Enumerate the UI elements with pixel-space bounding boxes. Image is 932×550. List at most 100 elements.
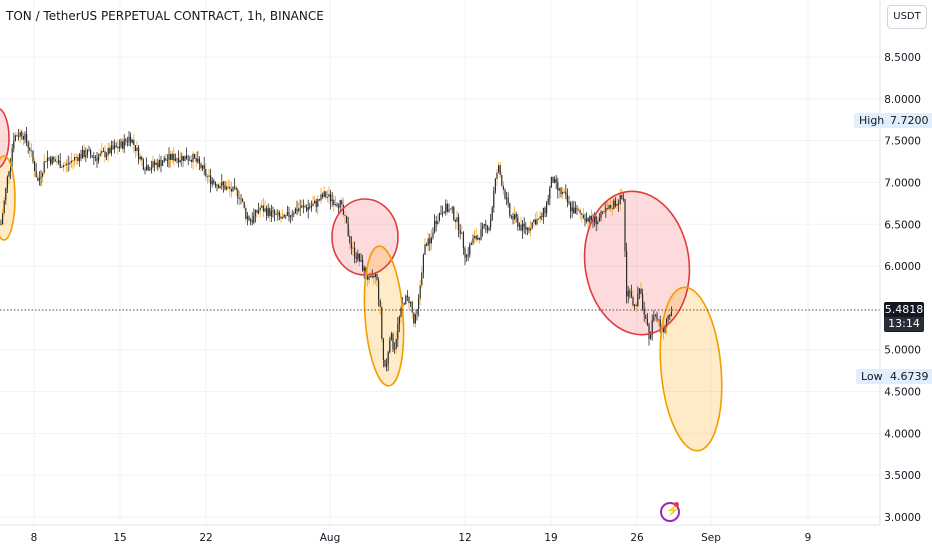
candle-body bbox=[5, 188, 7, 201]
candle-body bbox=[474, 235, 476, 239]
candle-body bbox=[48, 157, 50, 159]
orange-ellipse-annotation[interactable] bbox=[360, 245, 408, 387]
candle-body bbox=[440, 213, 442, 214]
candle-body bbox=[86, 150, 88, 156]
candle-body bbox=[349, 236, 351, 244]
candle-body bbox=[616, 203, 618, 206]
currency-button[interactable]: USDT bbox=[887, 5, 927, 29]
red-ellipse-outline bbox=[0, 108, 10, 168]
candle-body bbox=[576, 208, 578, 210]
candle-body bbox=[510, 215, 512, 217]
candle-body bbox=[131, 139, 133, 143]
candle-body bbox=[35, 171, 37, 178]
candle-body bbox=[342, 204, 344, 215]
candle-body bbox=[406, 295, 408, 297]
candle-body bbox=[186, 155, 188, 160]
candle-body bbox=[654, 314, 656, 317]
candle-body bbox=[67, 163, 69, 165]
candle-body bbox=[498, 165, 500, 173]
candle-body bbox=[646, 319, 648, 325]
candle-body bbox=[318, 199, 320, 201]
candle-body bbox=[656, 314, 658, 320]
candle-body bbox=[533, 219, 535, 223]
candle-body bbox=[195, 158, 197, 162]
price-tick-label: 5.0000 bbox=[884, 345, 921, 357]
candle-body bbox=[384, 359, 386, 367]
candle-body bbox=[509, 203, 511, 216]
candle-body bbox=[94, 156, 96, 159]
red-ellipse-annotation[interactable] bbox=[575, 184, 698, 341]
candle-body bbox=[136, 147, 138, 152]
candle-body bbox=[224, 184, 226, 190]
candle-body bbox=[475, 235, 477, 240]
candle-body bbox=[306, 207, 308, 211]
candle-series bbox=[0, 126, 672, 372]
candle-body bbox=[182, 156, 184, 162]
candle-body bbox=[30, 150, 32, 152]
candle-body bbox=[213, 180, 215, 183]
candle-body bbox=[448, 209, 450, 212]
price-tick-label: 3.5000 bbox=[884, 470, 921, 482]
candle-body bbox=[462, 232, 464, 249]
candle-body bbox=[216, 184, 218, 186]
candle-body bbox=[152, 161, 154, 168]
candle-body bbox=[526, 227, 528, 230]
candle-body bbox=[622, 199, 624, 200]
candle-body bbox=[157, 162, 159, 168]
candle-body bbox=[18, 136, 20, 138]
candle-body bbox=[243, 201, 245, 208]
candle-body bbox=[125, 139, 127, 142]
candle-body bbox=[26, 133, 28, 143]
candle-body bbox=[299, 207, 301, 209]
candle-body bbox=[261, 205, 263, 208]
candle-body bbox=[134, 145, 136, 152]
candle-body bbox=[414, 314, 416, 324]
candle-body bbox=[302, 205, 304, 207]
candle-body bbox=[178, 158, 180, 163]
candle-body bbox=[237, 190, 239, 198]
candle-body bbox=[360, 259, 362, 262]
tradingview-logo-icon[interactable] bbox=[660, 502, 680, 522]
candle-body bbox=[587, 217, 589, 222]
candle-body bbox=[563, 191, 565, 193]
candle-body bbox=[291, 214, 293, 216]
candle-body bbox=[426, 244, 428, 246]
time-tick-label: 12 bbox=[458, 532, 471, 544]
low-label: Low bbox=[856, 369, 888, 384]
candle-body bbox=[387, 352, 389, 365]
candle-body bbox=[394, 349, 396, 350]
candle-body bbox=[259, 207, 261, 211]
candle-body bbox=[366, 276, 368, 280]
candle-body bbox=[445, 203, 447, 213]
candle-body bbox=[202, 165, 204, 169]
chart-title: TON / TetherUS PERPETUAL CONTRACT, 1h, B… bbox=[6, 9, 324, 23]
candle-body bbox=[173, 153, 175, 161]
candle-body bbox=[334, 204, 336, 206]
candle-body bbox=[667, 315, 669, 319]
candle-body bbox=[614, 200, 616, 206]
orange-ellipse-annotation[interactable] bbox=[654, 285, 728, 454]
candle-body bbox=[648, 324, 650, 339]
price-tick-label: 4.5000 bbox=[884, 387, 921, 399]
candle-body bbox=[518, 224, 520, 227]
high-value: 7.7200 bbox=[887, 113, 932, 128]
candle-body bbox=[310, 206, 312, 208]
candle-body bbox=[290, 215, 292, 217]
candle-body bbox=[437, 221, 439, 225]
candle-body bbox=[184, 155, 186, 162]
candle-body bbox=[331, 199, 333, 202]
orange-ellipse-annotation[interactable] bbox=[0, 156, 15, 240]
candle-body bbox=[82, 149, 84, 159]
candle-body bbox=[570, 202, 572, 212]
candle-body bbox=[114, 145, 116, 149]
candle-body bbox=[501, 175, 503, 186]
candle-body bbox=[669, 315, 671, 317]
candle-body bbox=[171, 153, 173, 160]
candle-body bbox=[666, 318, 668, 328]
time-axis[interactable]: 8 15 22 Aug 12 19 26 Sep 9 bbox=[31, 532, 812, 544]
price-axis[interactable]: 8.5000 8.0000 7.5000 7.0000 6.5000 6.0000 5.00… bbox=[884, 52, 921, 524]
candle-body bbox=[378, 280, 380, 300]
candle-body bbox=[107, 147, 109, 156]
high-label: High bbox=[854, 113, 890, 128]
